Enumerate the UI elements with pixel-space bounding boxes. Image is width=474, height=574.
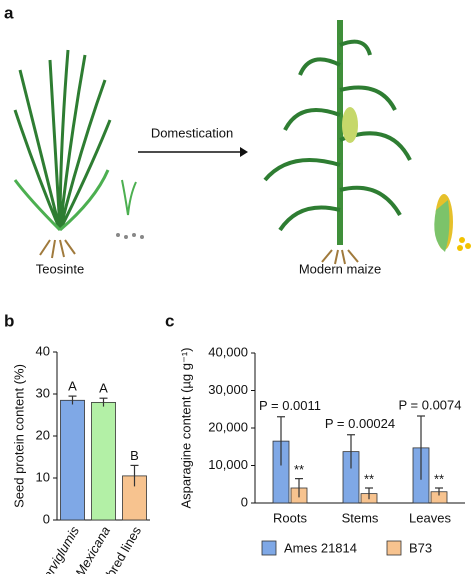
y-tick-label: 20 (36, 427, 50, 442)
significance: ** (364, 471, 374, 486)
arrow-label: Domestication (151, 125, 233, 140)
significance: ** (434, 471, 444, 486)
significance: ** (294, 462, 304, 477)
panel-label: c (165, 311, 174, 330)
y-axis-label: Asparagine content (µg g⁻¹) (178, 347, 193, 508)
y-tick-label: 20,000 (208, 419, 248, 434)
kernels (457, 237, 471, 251)
y-tick-label: 10,000 (208, 457, 248, 472)
annotation: A (99, 381, 108, 396)
bar (122, 475, 147, 521)
legend-label: B73 (409, 540, 432, 555)
maize-drawing (263, 20, 412, 265)
x-tick-label: Stems (342, 510, 379, 525)
panel-label: a (4, 3, 14, 22)
x-tick-label: Leaves (409, 510, 451, 525)
bar (60, 399, 85, 521)
p-value: P = 0.0011 (259, 398, 321, 413)
seeds (116, 233, 144, 239)
y-tick-label: 0 (241, 494, 248, 509)
bar (91, 401, 116, 521)
x-tick-label: Roots (273, 510, 307, 525)
legend-swatch (261, 540, 277, 556)
y-tick-label: 40 (36, 343, 50, 358)
legend-label: Ames 21814 (284, 540, 357, 555)
p-value: P = 0.00024 (325, 416, 395, 431)
y-tick-label: 30 (36, 385, 50, 400)
y-axis-label: Seed protein content (%) (11, 364, 26, 508)
y-tick-label: 30,000 (208, 382, 248, 397)
ear (342, 107, 358, 143)
y-tick-label: 10 (36, 469, 50, 484)
panel-label: b (4, 311, 14, 330)
husk (434, 200, 450, 252)
y-tick-label: 0 (43, 511, 50, 526)
legend-swatch (386, 540, 402, 556)
annotation: B (130, 448, 139, 463)
y-tick-label: 40,000 (208, 344, 248, 359)
arrow-head (240, 147, 248, 157)
caption: Modern maize (299, 261, 381, 276)
p-value: P = 0.0074 (398, 397, 461, 412)
teosinte-drawing (13, 49, 137, 259)
caption: Teosinte (36, 261, 84, 276)
annotation: A (68, 379, 77, 394)
